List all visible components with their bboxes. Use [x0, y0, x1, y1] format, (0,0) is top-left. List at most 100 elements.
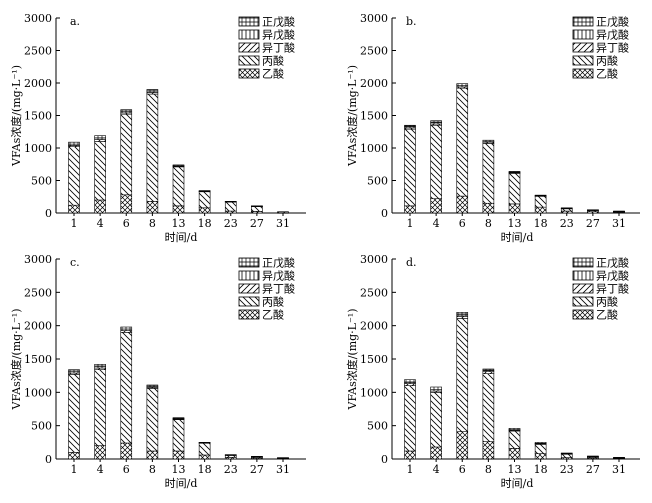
legend-swatch-乙酸: [572, 309, 594, 320]
x-tick-label: 6: [123, 217, 130, 230]
x-tick-label: 27: [250, 463, 264, 476]
bar-segment-乙酸-4: [430, 198, 442, 214]
bar-segment-正戊酸-27: [587, 209, 599, 211]
panel-label: a.: [70, 15, 80, 28]
bar-segment-丙酸-23: [224, 201, 237, 212]
bar-segment-正戊酸-13: [508, 171, 521, 173]
bar-segment-丙酸-18: [534, 444, 547, 454]
y-tick-label: 0: [381, 453, 388, 466]
bar-segment-正戊酸-18: [198, 190, 211, 192]
bar-segment-正戊酸-27: [251, 456, 263, 458]
x-tick-label: 6: [459, 463, 466, 476]
bar-segment-正戊酸-27: [251, 205, 263, 207]
legend-label: 正戊酸: [596, 15, 629, 29]
bar-segment-正戊酸-8: [482, 368, 495, 371]
bar-segment-乙酸-8: [482, 441, 495, 460]
x-tick-label: 4: [433, 217, 440, 230]
bar-segment-乙酸-1: [404, 205, 416, 214]
bar-segment-正戊酸-13: [508, 428, 521, 430]
bar-segment-正戊酸-23: [224, 454, 237, 456]
legend-swatch-丙酸: [238, 296, 260, 307]
x-tick-label: 23: [560, 217, 574, 230]
bar-segment-正戊酸-1: [404, 379, 416, 383]
bar-segment-乙酸-6: [120, 194, 133, 214]
y-tick-label: 2500: [360, 286, 388, 299]
bar-segment-正戊酸-31: [613, 210, 625, 212]
legend-label: 异戊酸: [596, 269, 629, 283]
y-tick-label: 1000: [360, 142, 388, 155]
x-tick-label: 23: [224, 217, 238, 230]
bar-segment-正戊酸-18: [534, 194, 547, 197]
y-tick-label: 2000: [24, 77, 52, 90]
y-tick-label: 3000: [24, 253, 52, 266]
bar-segment-正戊酸-6: [120, 326, 133, 330]
bar-segment-乙酸-6: [456, 195, 469, 214]
legend-label: 乙酸: [262, 308, 284, 322]
bar-segment-正戊酸-13: [172, 417, 185, 419]
y-tick-label: 2000: [360, 320, 388, 333]
x-tick-label: 4: [97, 217, 104, 230]
legend-swatch-正戊酸: [572, 257, 594, 268]
y-tick-label: 500: [31, 420, 52, 433]
y-tick-label: 0: [45, 207, 52, 220]
x-tick-label: 27: [586, 217, 600, 230]
bar-segment-异丁酸-6: [456, 316, 469, 319]
bar-segment-乙酸-8: [146, 201, 159, 214]
x-tick-label: 18: [198, 463, 212, 476]
x-tick-label: 23: [224, 463, 238, 476]
y-tick-label: 500: [367, 420, 388, 433]
bar-segment-正戊酸-18: [534, 442, 547, 444]
x-tick-label: 8: [149, 217, 156, 230]
bar-segment-丙酸-13: [172, 166, 185, 207]
bar-segment-正戊酸-23: [224, 201, 237, 203]
bar-segment-丙酸-13: [172, 419, 185, 452]
bar-segment-乙酸-6: [120, 442, 133, 460]
bar-segment-正戊酸-1: [68, 369, 80, 372]
bar-segment-乙酸-6: [456, 431, 469, 460]
bar-segment-丙酸-13: [508, 430, 521, 449]
bar-segment-异戊酸-31: [277, 457, 289, 459]
bar-segment-丙酸-1: [404, 385, 416, 452]
legend-swatch-丙酸: [572, 55, 594, 66]
legend-swatch-乙酸: [238, 68, 260, 79]
legend-swatch-正戊酸: [238, 16, 260, 27]
y-tick-label: 2500: [24, 286, 52, 299]
bar-segment-乙酸-13: [172, 205, 185, 214]
panel-label: b.: [406, 15, 417, 28]
x-tick-label: 1: [407, 463, 414, 476]
bar-segment-乙酸-13: [508, 448, 521, 460]
legend-swatch-乙酸: [572, 68, 594, 79]
y-tick-label: 0: [381, 207, 388, 220]
bar-segment-乙酸-4: [94, 445, 106, 460]
bar-segment-乙酸-1: [68, 452, 80, 460]
bar-segment-正戊酸-23: [560, 207, 573, 209]
chart-panel-3: 0 500 1000 1500 2000 2500 3000 VFAs浓度/(mg·L⁻¹) 1…: [9, 253, 306, 490]
bar-segment-乙酸-8: [482, 202, 495, 214]
bar-segment-正戊酸-6: [456, 83, 469, 86]
legend-label: 正戊酸: [262, 15, 295, 29]
bar-segment-乙酸-18: [198, 207, 211, 214]
legend-swatch-异丁酸: [238, 42, 260, 53]
legend-swatch-正戊酸: [572, 16, 594, 27]
bar-segment-乙酸-18: [534, 206, 547, 214]
x-tick-label: 1: [71, 217, 78, 230]
legend-label: 异丁酸: [262, 41, 295, 55]
panel-label: d.: [406, 256, 417, 269]
legend-label: 异丁酸: [262, 282, 295, 296]
bar-segment-丙酸-1: [404, 128, 416, 207]
bar-segment-正戊酸-23: [560, 452, 573, 454]
bar-segment-乙酸-13: [172, 450, 185, 460]
y-tick-label: 2000: [24, 320, 52, 333]
x-tick-label: 23: [560, 463, 574, 476]
bar-segment-丙酸-6: [456, 318, 469, 432]
x-axis-label: 时间/d: [165, 231, 198, 244]
bar-segment-正戊酸-13: [172, 164, 185, 166]
x-tick-label: 1: [71, 463, 78, 476]
bar-segment-正戊酸-27: [587, 455, 599, 457]
bar-segment-丙酸-4: [430, 392, 442, 448]
bar-segment-正戊酸-4: [430, 120, 442, 123]
y-tick-label: 1000: [24, 386, 52, 399]
bar-segment-丙酸-4: [430, 124, 442, 199]
legend-label: 乙酸: [262, 67, 284, 81]
legend-swatch-乙酸: [238, 309, 260, 320]
